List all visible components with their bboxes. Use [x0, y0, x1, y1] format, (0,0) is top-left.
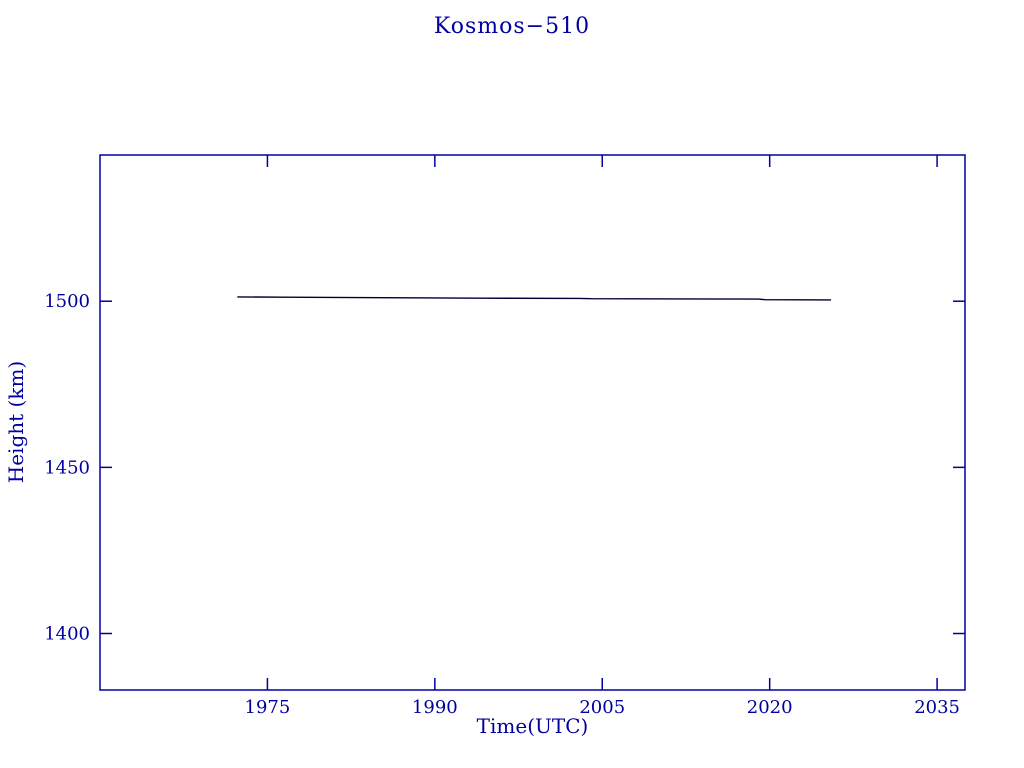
y-tick-label: 1450 — [44, 457, 90, 478]
plot-frame — [99, 154, 966, 691]
x-tick-label: 1990 — [412, 697, 458, 718]
x-tick-label: 2035 — [914, 697, 960, 718]
x-tick-label: 1975 — [245, 697, 291, 718]
series-line-orbit-height — [237, 296, 832, 301]
chart-title: Kosmos−510 — [433, 14, 591, 39]
x-axis-label: Time(UTC) — [476, 714, 589, 738]
y-tick-label: 1400 — [44, 624, 90, 645]
y-axis-label: Height (km) — [4, 360, 28, 484]
y-tick-label: 1500 — [44, 291, 90, 312]
x-tick-label: 2020 — [747, 697, 793, 718]
x-tick-label: 2005 — [579, 697, 625, 718]
